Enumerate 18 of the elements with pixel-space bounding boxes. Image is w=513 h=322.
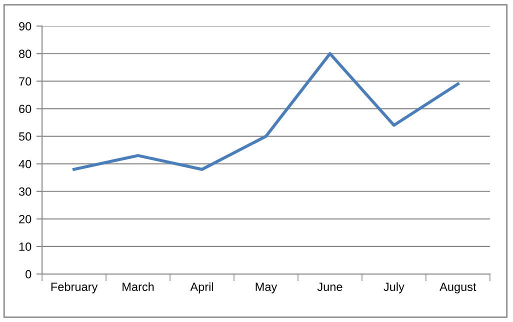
x-tick-label: February [51, 282, 98, 294]
x-tick-label: June [317, 282, 342, 292]
x-tick-label: March [122, 282, 154, 292]
y-tick-label: 10 [19, 242, 32, 251]
y-tick-label: 50 [18, 132, 32, 141]
y-tick-label: 70 [19, 77, 32, 86]
x-tick-label: August [440, 282, 476, 294]
x-tick-label: April [190, 282, 214, 294]
line-series [72, 52, 460, 171]
y-tick-label: 60 [19, 104, 32, 114]
y-tick-label: 80 [19, 50, 32, 58]
y-tick-label: 40 [18, 160, 32, 168]
x-tick-label: May [256, 282, 278, 294]
y-tick-label: 0 [26, 270, 32, 278]
y-tick-label: 30 [18, 187, 32, 196]
y-tick-label: 20 [19, 214, 32, 224]
x-tick-label: July [384, 282, 404, 294]
y-tick-label: 90 [19, 22, 32, 30]
